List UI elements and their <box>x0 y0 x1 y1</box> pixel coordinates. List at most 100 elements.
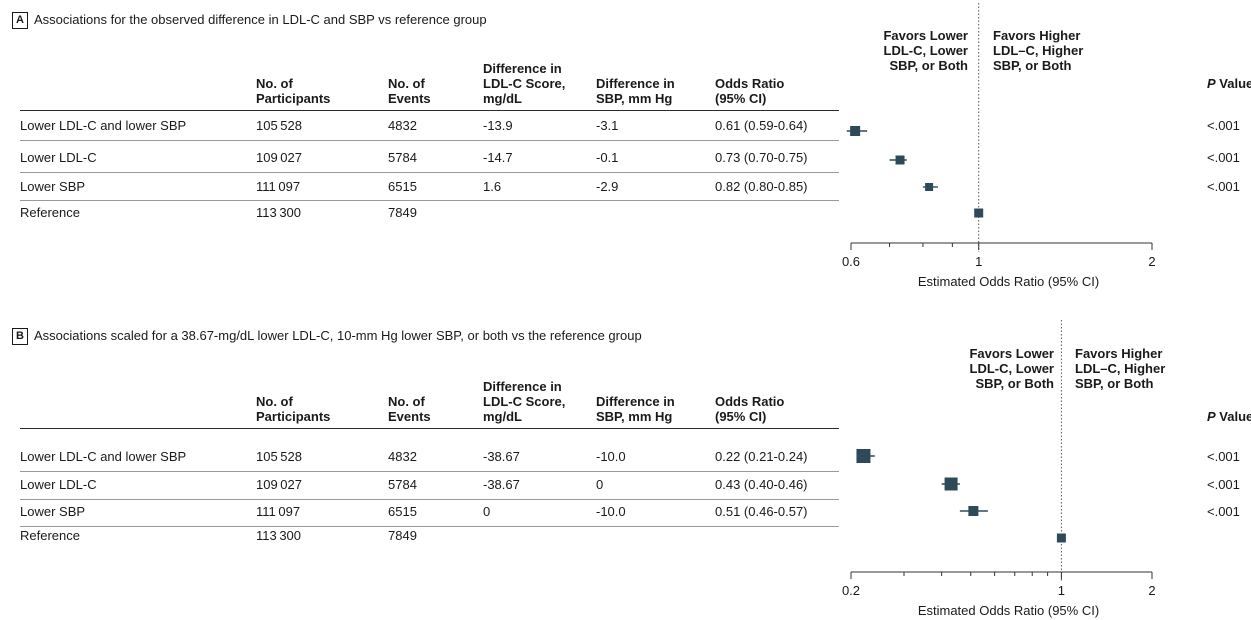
header-sbp-difference: Difference in SBP, mm Hg <box>596 394 675 424</box>
row-odds-ratio: 0.51 (0.46-0.57) <box>715 504 808 519</box>
header-events: No. of Events <box>388 394 431 424</box>
header-ldl-difference: Difference in LDL-C Score, mg/dL <box>483 61 566 106</box>
row-events: 7849 <box>388 205 417 220</box>
row-sbp: -10.0 <box>596 449 626 464</box>
row-rule <box>20 140 839 141</box>
panel-title: B Associations scaled for a 38.67-mg/dL l… <box>12 328 642 345</box>
row-events: 5784 <box>388 150 417 165</box>
odds-ratio-marker <box>974 208 984 218</box>
x-axis-label: Estimated Odds Ratio (95% CI) <box>918 274 1099 289</box>
forest-plot-b: 0.2 1 2 Estimated Odds Ratio (95% CI) <box>842 320 1156 618</box>
header-sbp-difference: Difference in SBP, mm Hg <box>596 76 675 106</box>
row-events: 6515 <box>388 504 417 519</box>
row-odds-ratio: 0.61 (0.59-0.64) <box>715 118 808 133</box>
row-group: Lower LDL-C <box>20 477 97 492</box>
favors-lower-label: Favors Lower LDL-C, Lower SBP, or Both <box>883 28 968 73</box>
row-events: 6515 <box>388 179 417 194</box>
panel-title-text: Associations scaled for a 38.67-mg/dL lo… <box>34 328 642 343</box>
row-group: Lower SBP <box>20 179 86 194</box>
odds-ratio-marker <box>968 506 979 516</box>
row-p-value: <.001 <box>1207 179 1240 194</box>
p-italic: P <box>1207 409 1216 424</box>
row-odds-ratio: 0.22 (0.21-0.24) <box>715 449 808 464</box>
row-p-value: <.001 <box>1207 118 1240 133</box>
row-p-value: <.001 <box>1207 150 1240 165</box>
row-rule <box>20 200 839 201</box>
header-events: No. of Events <box>388 76 431 106</box>
row-participants: 111 097 <box>256 179 301 194</box>
header-ldl-difference: Difference in LDL-C Score, mg/dL <box>483 379 566 424</box>
odds-ratio-marker <box>895 155 905 165</box>
header-odds-ratio: Odds Ratio (95% CI) <box>715 76 785 106</box>
x-tick-label: 0.2 <box>842 583 860 598</box>
forest-plot-a: 0.6 1 2 Estimated Odds Ratio (95% CI) <box>842 3 1156 289</box>
header-rule <box>20 428 839 429</box>
row-participants: 113 300 <box>256 205 302 220</box>
row-odds-ratio: 0.82 (0.80-0.85) <box>715 179 808 194</box>
row-sbp: 0 <box>596 477 604 492</box>
row-p-value: <.001 <box>1207 504 1240 519</box>
x-tick-label: 1 <box>975 254 982 269</box>
p-italic: P <box>1207 76 1216 91</box>
row-ldl: -13.9 <box>483 118 513 133</box>
panel-letter: B <box>12 328 28 345</box>
row-rule <box>20 526 839 527</box>
odds-ratio-marker <box>850 126 861 136</box>
row-ldl: 0 <box>483 504 491 519</box>
row-ldl: -14.7 <box>483 150 513 165</box>
odds-ratio-marker <box>1056 533 1066 543</box>
row-sbp: -3.1 <box>596 118 619 133</box>
row-events: 4832 <box>388 118 417 133</box>
row-ldl: -38.67 <box>483 449 520 464</box>
row-rule <box>20 172 839 173</box>
p-rest: Value <box>1215 76 1251 91</box>
row-group: Lower LDL-C <box>20 150 97 165</box>
favors-lower-label: Favors Lower LDL-C, Lower SBP, or Both <box>969 346 1054 391</box>
p-rest: Value <box>1215 409 1251 424</box>
row-group: Lower LDL-C and lower SBP <box>20 449 187 464</box>
row-odds-ratio: 0.73 (0.70-0.75) <box>715 150 808 165</box>
row-participants: 105 528 <box>256 449 302 464</box>
row-events: 5784 <box>388 477 417 492</box>
row-events: 4832 <box>388 449 417 464</box>
row-p-value: <.001 <box>1207 477 1240 492</box>
panel-title-text: Associations for the observed difference… <box>34 12 487 27</box>
row-sbp: -2.9 <box>596 179 619 194</box>
odds-ratio-marker <box>944 477 958 491</box>
row-group: Reference <box>20 528 80 543</box>
row-group: Reference <box>20 205 80 220</box>
row-group: Lower SBP <box>20 504 86 519</box>
x-axis-label: Estimated Odds Ratio (95% CI) <box>918 603 1099 618</box>
x-tick-label: 2 <box>1148 254 1155 269</box>
row-participants: 111 097 <box>256 504 301 519</box>
header-odds-ratio: Odds Ratio (95% CI) <box>715 394 785 424</box>
x-tick-label: 2 <box>1148 583 1155 598</box>
header-participants: No. of Participants <box>256 394 331 424</box>
row-participants: 109 027 <box>256 477 302 492</box>
row-events: 7849 <box>388 528 417 543</box>
row-sbp: -0.1 <box>596 150 619 165</box>
favors-higher-label: Favors Higher LDL–C, Higher SBP, or Both <box>1075 346 1166 391</box>
odds-ratio-marker <box>856 449 871 463</box>
row-ldl: 1.6 <box>483 179 502 194</box>
header-p-value: P Value <box>1207 409 1251 424</box>
header-p-value: P Value <box>1207 76 1251 91</box>
panel-a: A Associations for the observed differenc… <box>0 0 1251 305</box>
favors-higher-label: Favors Higher LDL–C, Higher SBP, or Both <box>993 28 1084 73</box>
panel-letter: A <box>12 12 28 29</box>
header-rule <box>20 110 839 111</box>
row-participants: 109 027 <box>256 150 302 165</box>
odds-ratio-marker <box>925 183 934 191</box>
header-participants: No. of Participants <box>256 76 331 106</box>
row-p-value: <.001 <box>1207 449 1240 464</box>
x-tick-label: 1 <box>1058 583 1065 598</box>
row-rule <box>20 499 839 500</box>
x-tick-label: 0.6 <box>842 254 860 269</box>
row-rule <box>20 471 839 472</box>
row-participants: 105 528 <box>256 118 302 133</box>
row-odds-ratio: 0.43 (0.40-0.46) <box>715 477 808 492</box>
row-ldl: -38.67 <box>483 477 520 492</box>
row-participants: 113 300 <box>256 528 302 543</box>
panel-b: B Associations scaled for a 38.67-mg/dL l… <box>0 316 1251 620</box>
row-sbp: -10.0 <box>596 504 626 519</box>
